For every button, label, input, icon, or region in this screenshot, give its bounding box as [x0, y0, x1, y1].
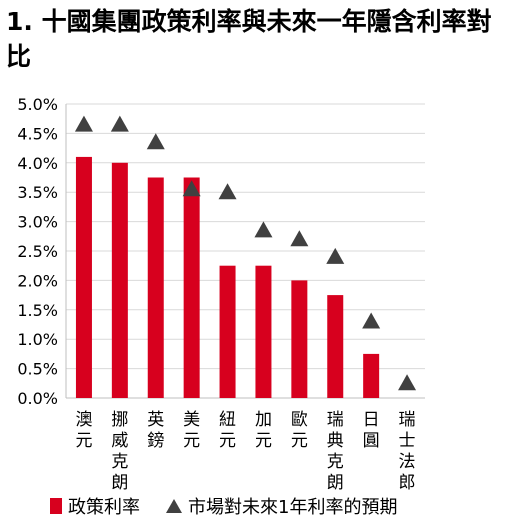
y-tick-label: 1.0%: [17, 330, 58, 349]
legend-item-expected-rate: 市場對未來1年利率的預期: [166, 493, 397, 519]
y-tick-label: 0.0%: [17, 389, 58, 408]
x-category-label: 日圓: [363, 410, 380, 451]
bar: [219, 265, 236, 398]
triangle-marker: [110, 115, 129, 132]
triangle-marker: [254, 221, 273, 238]
triangle-marker: [74, 115, 93, 132]
y-tick-label: 4.0%: [17, 154, 58, 173]
y-tick-label: 5.0%: [17, 95, 58, 114]
bar-chart: 0.0% 0.5% 1.0% 1.5% 2.0% 2.5% 3.0% 3.5% 4.0% 4.5%…: [17, 95, 425, 493]
bar: [363, 353, 380, 398]
legend-item-policy-rate: 政策利率: [50, 493, 140, 519]
legend-label-policy-rate: 政策利率: [68, 497, 140, 518]
y-tick-label: 0.5%: [17, 360, 58, 379]
x-category-label: 澳元: [75, 410, 92, 451]
bars: [75, 156, 380, 398]
y-tick-label: 2.5%: [17, 242, 58, 261]
x-category-label: 瑞士法郎: [399, 410, 416, 493]
triangle-marker: [290, 230, 309, 247]
bar: [147, 177, 164, 398]
triangle-marker: [182, 180, 201, 197]
legend-label-expected-rate: 市場對未來1年利率的預期: [188, 497, 398, 518]
markers: [74, 115, 417, 391]
bar: [75, 156, 92, 398]
bar: [111, 162, 128, 398]
legend-triangle-swatch: [166, 499, 182, 513]
y-axis: 0.0% 0.5% 1.0% 1.5% 2.0% 2.5% 3.0% 3.5% 4.0% 4.5%…: [17, 95, 425, 408]
x-category-label: 加元: [255, 410, 272, 451]
x-category-label: 挪威克朗: [111, 410, 128, 493]
legend: 政策利率 市場對未來1年利率的預期: [50, 494, 423, 518]
triangle-marker: [362, 312, 381, 329]
x-category-label: 紐元: [219, 410, 236, 451]
y-tick-label: 1.5%: [17, 301, 58, 320]
bar: [291, 280, 308, 398]
x-category-label: 歐元: [291, 410, 308, 451]
legend-bar-swatch: [50, 498, 62, 514]
triangle-marker: [218, 183, 237, 200]
bar: [327, 295, 344, 398]
triangle-marker: [146, 133, 165, 150]
y-tick-label: 3.5%: [17, 183, 58, 202]
x-category-label: 英鎊: [147, 410, 164, 451]
triangle-marker: [326, 247, 345, 264]
bar: [183, 177, 200, 398]
y-tick-label: 4.5%: [17, 124, 58, 143]
bar: [255, 265, 272, 398]
triangle-marker: [398, 374, 417, 391]
chart-title: 1. 十國集團政策利率與未來一年隱含利率對比: [6, 7, 492, 71]
x-category-label: 瑞典克朗: [327, 410, 344, 493]
x-category-label: 美元: [183, 410, 200, 451]
y-tick-label: 2.0%: [17, 271, 58, 290]
y-tick-label: 3.0%: [17, 213, 58, 232]
